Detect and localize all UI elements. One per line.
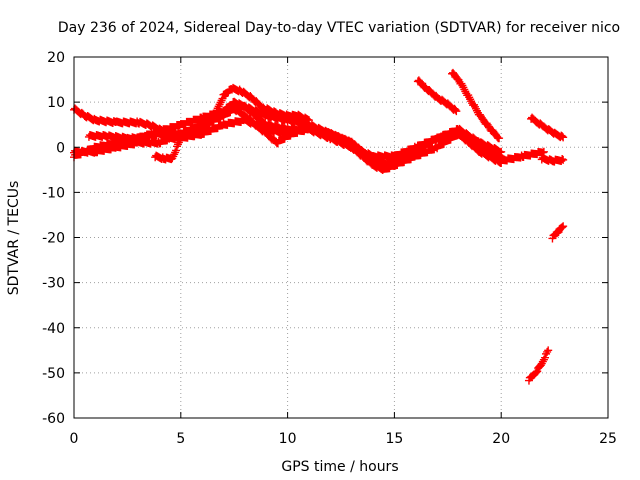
series-track-11 (548, 222, 568, 243)
data-point (170, 150, 179, 159)
x-tick-label: 5 (176, 431, 185, 447)
series-track-6 (262, 104, 313, 125)
data-point (171, 148, 180, 157)
series-track-7 (413, 76, 461, 116)
data-point (452, 107, 461, 116)
y-axis-ticks: -60 -50 -40 -30 -20 -10 0 10 20 (42, 50, 608, 427)
data-point (495, 134, 504, 143)
data-point (497, 159, 506, 168)
data-point (211, 110, 220, 119)
data-point (174, 138, 183, 147)
data-point (458, 81, 467, 90)
data-point (544, 346, 553, 355)
data-point (470, 102, 479, 111)
data-point (471, 104, 480, 113)
data-point (173, 142, 182, 151)
y-tick-label: 20 (47, 50, 65, 66)
data-point (558, 223, 567, 232)
series-track-10 (537, 153, 568, 166)
x-tick-label: 20 (492, 431, 510, 447)
data-point (451, 105, 460, 114)
data-point (304, 116, 313, 125)
data-point (172, 146, 181, 155)
data-point (218, 94, 227, 103)
data-point (214, 102, 223, 111)
data-point (497, 147, 506, 156)
data-point (557, 131, 566, 140)
y-tick-label: -40 (42, 321, 65, 337)
data-point (558, 132, 567, 141)
x-tick-label: 25 (599, 431, 617, 447)
data-point (210, 112, 219, 121)
y-tick-label: -20 (42, 231, 65, 247)
x-tick-label: 10 (279, 431, 297, 447)
series-track-5 (151, 83, 271, 164)
series-track-4 (84, 115, 506, 162)
data-point (465, 93, 474, 102)
data-point (459, 83, 468, 92)
x-axis-label: GPS time / hours (281, 459, 398, 475)
y-tick-label: 0 (56, 140, 65, 156)
data-point (169, 152, 178, 161)
data-point (559, 155, 568, 164)
y-tick-label: -30 (42, 276, 65, 292)
data-point (215, 100, 224, 109)
grid-lines (74, 57, 608, 418)
x-tick-label: 0 (70, 431, 79, 447)
data-point (531, 369, 540, 378)
data-point (168, 154, 177, 163)
data-point (208, 116, 217, 125)
series-track-12 (524, 346, 553, 385)
chart-title: Day 236 of 2024, Sidereal Day-to-day VTE… (58, 20, 620, 36)
data-point (559, 133, 568, 142)
data-point (303, 115, 312, 124)
data-point (173, 140, 182, 149)
x-axis-ticks: 0 5 10 15 20 25 (70, 57, 617, 447)
data-point (558, 155, 567, 164)
data-point (470, 100, 479, 109)
data-point (559, 222, 568, 231)
data-point (493, 132, 502, 141)
x-tick-label: 15 (385, 431, 403, 447)
data-point (495, 158, 504, 167)
y-axis-label: SDTVAR / TECUs (6, 181, 22, 296)
data-point (457, 79, 466, 88)
y-tick-label: 10 (47, 95, 65, 111)
data-point (213, 104, 222, 113)
y-tick-label: -50 (42, 366, 65, 382)
data-point (539, 355, 548, 364)
data-point (466, 95, 475, 104)
data-point (209, 114, 218, 123)
data-point (217, 96, 226, 105)
data-point (532, 368, 541, 377)
y-tick-label: -10 (42, 185, 65, 201)
series-track-9 (527, 113, 568, 142)
data-point (540, 353, 549, 362)
y-tick-label: -60 (42, 411, 65, 427)
series-track-8 (448, 68, 504, 143)
data-point (216, 98, 225, 107)
data-point (543, 347, 552, 356)
data-point (484, 122, 493, 131)
data-marks (70, 68, 568, 385)
data-point (460, 85, 469, 94)
data-point (212, 106, 221, 115)
